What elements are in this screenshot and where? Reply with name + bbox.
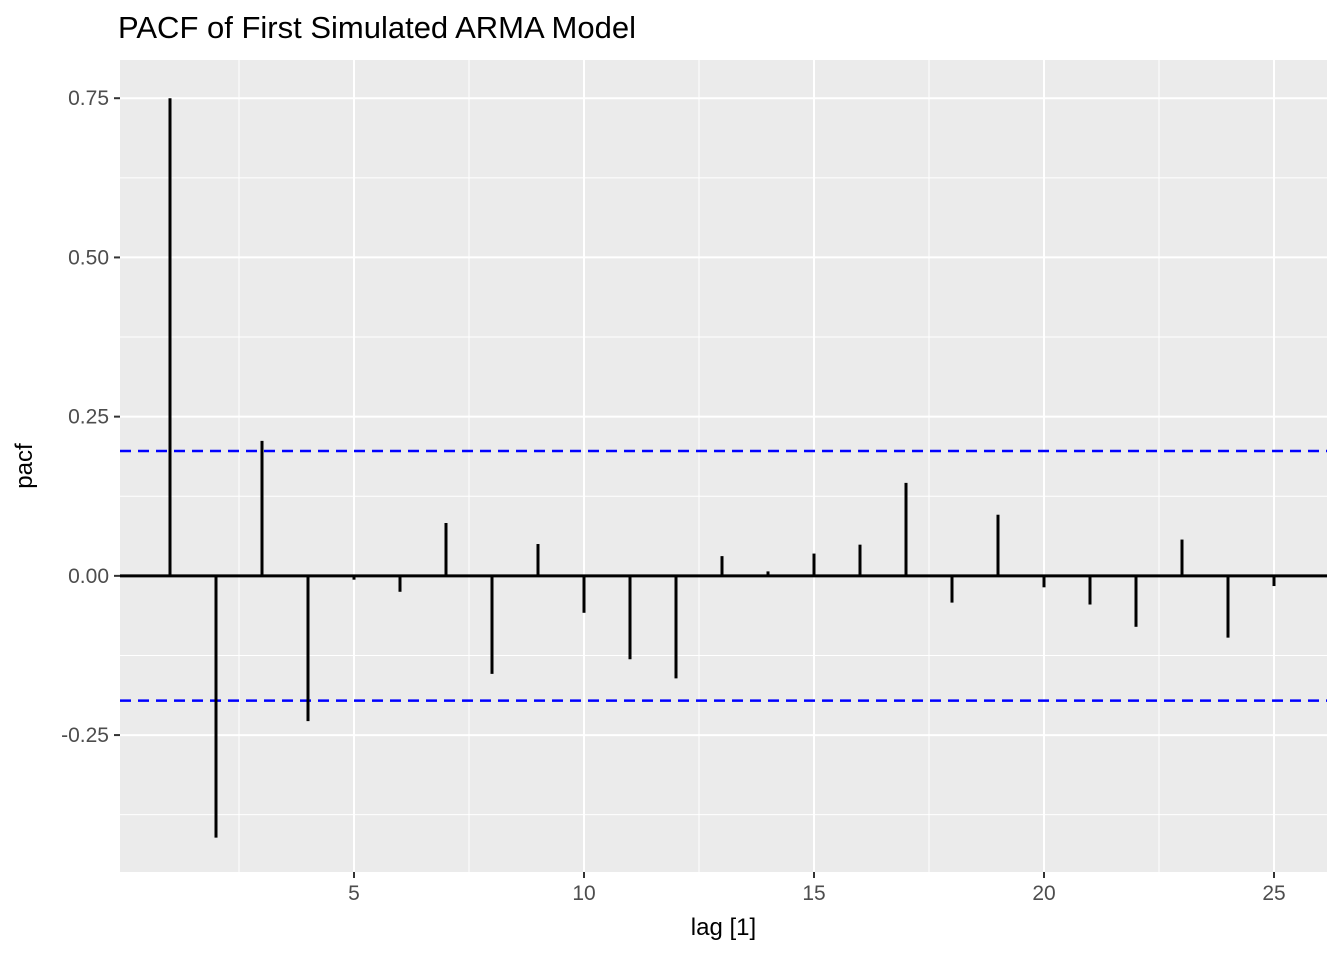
panel-background xyxy=(120,60,1327,872)
x-tick-label: 25 xyxy=(1262,882,1285,905)
y-tick-label: 0.50 xyxy=(68,246,109,269)
x-axis-title: lag [1] xyxy=(690,914,757,941)
chart-title: PACF of First Simulated ARMA Model xyxy=(118,10,636,45)
x-tick-label: 5 xyxy=(348,882,360,905)
y-axis-title: pacf xyxy=(11,443,38,489)
y-tick-label: 0.25 xyxy=(68,406,109,429)
x-tick-label: 20 xyxy=(1032,882,1055,905)
x-tick-label: 15 xyxy=(802,882,825,905)
y-tick-label: 0.75 xyxy=(68,87,109,110)
y-tick-label: -0.25 xyxy=(61,724,109,747)
y-tick-label: 0.00 xyxy=(68,565,109,588)
x-tick-label: 10 xyxy=(572,882,595,905)
